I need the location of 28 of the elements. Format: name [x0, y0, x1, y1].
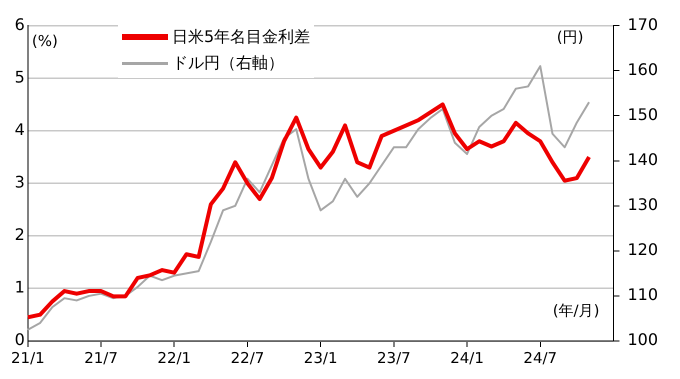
y2-tick-label: 110	[627, 285, 658, 304]
y2-tick-label: 160	[627, 60, 658, 79]
y-tick-label: 6	[14, 14, 25, 34]
y-axis-title: (%)	[32, 32, 58, 50]
y-tick-label: 2	[14, 225, 25, 244]
y2-tick-label: 130	[627, 194, 658, 214]
x-tick-label: 22/7	[230, 348, 264, 367]
y2-tick-label: 140	[627, 150, 658, 169]
legend-label: ドル円（右軸）	[172, 52, 284, 74]
y-tick-label: 1	[14, 278, 25, 297]
y-tick-label: 0	[14, 330, 25, 350]
x-tick-label: 24/7	[523, 348, 558, 367]
y2-tick-label: 150	[627, 104, 658, 124]
y-tick-label: 5	[14, 67, 25, 86]
x-tick-label: 21/7	[84, 348, 118, 367]
y-tick-label: 4	[14, 120, 25, 139]
x-tick-label: 21/1	[11, 348, 45, 367]
y2-tick-label: 120	[627, 240, 658, 260]
x-tick-label: 23/1	[304, 348, 338, 367]
y2-tick-label: 170	[627, 14, 658, 34]
y-tick-label: 3	[14, 172, 25, 192]
legend-label: 日米5年名目金利差	[172, 26, 310, 48]
x-tick-label: 24/1	[450, 348, 484, 367]
x-axis-title: (年/月)	[552, 301, 600, 320]
y2-axis-title: (円)	[556, 28, 584, 46]
x-tick-label: 22/1	[157, 348, 192, 367]
y2-tick-label: 100	[627, 330, 658, 350]
x-tick-label: 23/7	[377, 348, 411, 367]
